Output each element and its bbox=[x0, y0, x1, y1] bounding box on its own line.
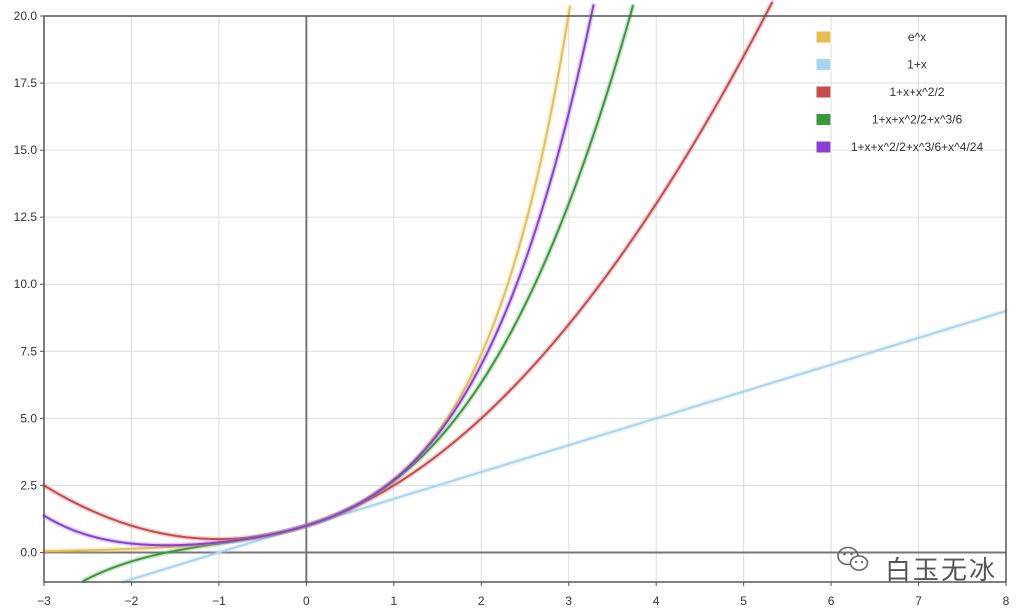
legend-swatch bbox=[815, 58, 832, 71]
series-1-x bbox=[120, 308, 1009, 585]
x-tick-label: −1 bbox=[212, 594, 226, 608]
legend-swatch bbox=[815, 85, 832, 99]
plot-frame bbox=[43, 15, 1007, 583]
watermark-text: 白玉无冰 bbox=[885, 556, 997, 586]
x-tick-label: 7 bbox=[915, 594, 922, 608]
legend-swatch bbox=[815, 140, 832, 154]
x-tick-label: 5 bbox=[740, 594, 747, 608]
legend-label: 1+x+x^2/2+x^3/6+x^4/24 bbox=[851, 140, 984, 154]
legend-label: 1+x bbox=[907, 58, 927, 72]
legend-label: 1+x+x^2/2 bbox=[889, 85, 944, 99]
legend-item-1-x-x-2-2-x-3-6[interactable]: 1+x+x^2/2+x^3/6 bbox=[815, 113, 963, 127]
series-layer bbox=[41, 0, 1009, 585]
legend-item-1-x-x-2-2-x-3-6-x-4-24[interactable]: 1+x+x^2/2+x^3/6+x^4/24 bbox=[815, 140, 984, 154]
watermark: 白玉无冰 bbox=[837, 546, 997, 586]
legend-swatch bbox=[815, 30, 832, 44]
y-tick-label: 17.5 bbox=[14, 76, 38, 90]
y-tick-label: 0.0 bbox=[20, 545, 37, 559]
legend-item-1-x-x-2-2[interactable]: 1+x+x^2/2 bbox=[815, 85, 945, 99]
y-axis-ticks: 0.0 2.5 5.0 7.5 10.0 12.5 15.0 17.5 20.0 bbox=[14, 9, 44, 559]
x-tick-label: 2 bbox=[478, 594, 485, 608]
x-tick-label: 0 bbox=[303, 594, 310, 608]
y-tick-label: 15.0 bbox=[14, 143, 38, 157]
zero-axes bbox=[44, 16, 1006, 582]
y-tick-label: 2.5 bbox=[20, 478, 37, 492]
legend-item-1-x[interactable]: 1+x bbox=[815, 58, 927, 72]
y-tick-label: 12.5 bbox=[14, 210, 38, 224]
plot-background bbox=[44, 16, 1006, 582]
x-tick-label: 6 bbox=[828, 594, 835, 608]
series-line bbox=[121, 310, 1007, 583]
legend-item-e-x[interactable]: e^x bbox=[815, 30, 926, 44]
x-axis-ticks: −3 −2 −1 0 1 2 3 4 5 6 7 8 bbox=[37, 582, 1010, 608]
legend-swatch bbox=[815, 113, 832, 126]
x-tick-label: −3 bbox=[37, 594, 51, 608]
y-tick-label: 5.0 bbox=[20, 411, 37, 425]
wechat-icon bbox=[837, 546, 869, 571]
series-1-x-x-2-2 bbox=[41, 0, 775, 542]
legend-label: e^x bbox=[908, 30, 926, 44]
y-tick-label: 20.0 bbox=[14, 9, 38, 23]
x-tick-label: 3 bbox=[565, 594, 572, 608]
x-tick-label: 8 bbox=[1003, 594, 1010, 608]
y-tick-label: 10.0 bbox=[14, 277, 38, 291]
x-tick-label: −2 bbox=[125, 594, 139, 608]
series-line bbox=[43, 1, 773, 541]
legend-label: 1+x+x^2/2+x^3/6 bbox=[872, 113, 963, 127]
series-1-x-x-2-2-x-3-6-x-4-24 bbox=[41, 2, 596, 548]
legend[interactable]: e^x 1+x 1+x+x^2/2 1+x+x^2/2+x^3/6 1+x+x^2/2+… bbox=[815, 30, 984, 154]
x-tick-label: 4 bbox=[653, 594, 660, 608]
y-tick-label: 7.5 bbox=[20, 344, 37, 358]
x-tick-label: 1 bbox=[390, 594, 397, 608]
series-line bbox=[43, 4, 595, 547]
